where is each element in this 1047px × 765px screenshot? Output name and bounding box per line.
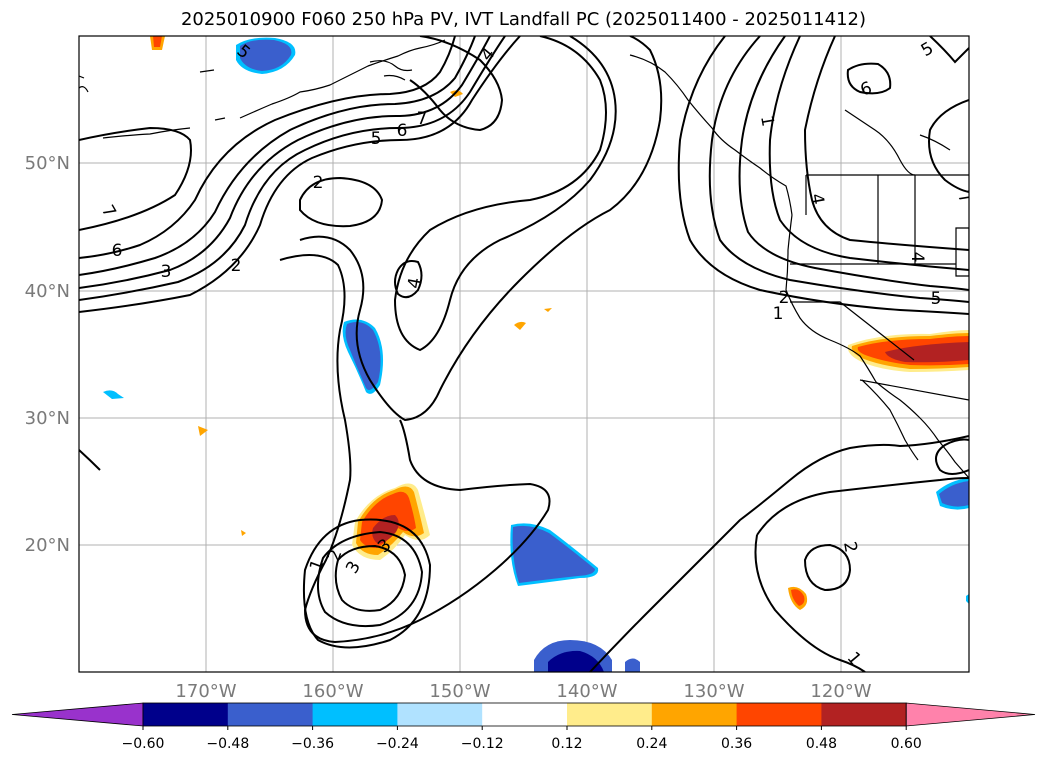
lat-label-40n: 40°N [25, 281, 70, 302]
colorbar-tick-label: −0.36 [291, 736, 334, 752]
colorbar-segment [736, 703, 822, 726]
svg-text:2: 2 [779, 288, 790, 308]
lon-label-140w: 140°W [556, 681, 617, 702]
svg-text:6: 6 [112, 241, 123, 261]
colorbar-extend-high [905, 702, 1036, 727]
colorbar-tick-label: 0.36 [721, 736, 752, 752]
colorbar-frame [142, 702, 907, 727]
colorbar-tick-label: 0.60 [891, 736, 922, 752]
svg-text:2: 2 [231, 256, 242, 276]
pv-contours [79, 36, 969, 672]
colorbar-tick-label: −0.12 [461, 736, 504, 752]
svg-text:7: 7 [417, 109, 428, 129]
colorbar-segment [397, 703, 483, 726]
lat-label-50n: 50°N [25, 153, 70, 174]
svg-text:6: 6 [397, 121, 408, 141]
colorbar-tick-label: 0.12 [551, 736, 582, 752]
lon-label-170w: 170°W [175, 681, 236, 702]
colorbar-segment [821, 703, 907, 726]
shaded-anomalies [103, 36, 969, 672]
svg-text:4: 4 [404, 276, 426, 290]
colorbar-segment [143, 703, 229, 726]
colorbar [11, 702, 1036, 727]
svg-text:4: 4 [806, 192, 828, 206]
lat-label-30n: 30°N [25, 408, 70, 429]
colorbar-extend-low [11, 702, 144, 727]
colorbar-tick-label: −0.24 [376, 736, 419, 752]
lon-label-160w: 160°W [302, 681, 363, 702]
colorbar-ticks: −0.60 −0.48 −0.36 −0.24 −0.12 0.12 0.24 0.36 0.4… [122, 726, 922, 752]
colorbar-tick-label: 0.48 [806, 736, 837, 752]
colorbar-segment [482, 703, 568, 726]
map-title: 2025010900 F060 250 hPa PV, IVT Landfall… [180, 9, 867, 30]
svg-text:1: 1 [773, 304, 784, 324]
svg-text:3: 3 [161, 262, 172, 282]
colorbar-segment [651, 703, 738, 726]
svg-text:4: 4 [907, 252, 927, 263]
colorbar-segment [227, 703, 314, 726]
colorbar-segment [567, 703, 653, 726]
svg-text:2: 2 [839, 540, 861, 554]
svg-text:2: 2 [313, 173, 324, 193]
colorbar-tick-label: −0.48 [206, 736, 249, 752]
lon-label-130w: 130°W [683, 681, 744, 702]
svg-text:5: 5 [371, 129, 382, 149]
plot-frame [78, 35, 970, 673]
colorbar-segment [312, 703, 398, 726]
svg-text:5: 5 [931, 289, 942, 309]
svg-text:1: 1 [756, 114, 778, 128]
longitude-labels: 170°W 160°W 150°W 140°W 130°W 120°W [175, 681, 871, 702]
lon-label-120w: 120°W [810, 681, 871, 702]
lat-label-20n: 20°N [25, 535, 70, 556]
colorbar-tick-label: 0.24 [636, 736, 667, 752]
colorbar-tick-label: −0.60 [122, 736, 165, 752]
lon-label-150w: 150°W [429, 681, 490, 702]
latitude-labels: 50°N 40°N 30°N 20°N [25, 153, 70, 556]
